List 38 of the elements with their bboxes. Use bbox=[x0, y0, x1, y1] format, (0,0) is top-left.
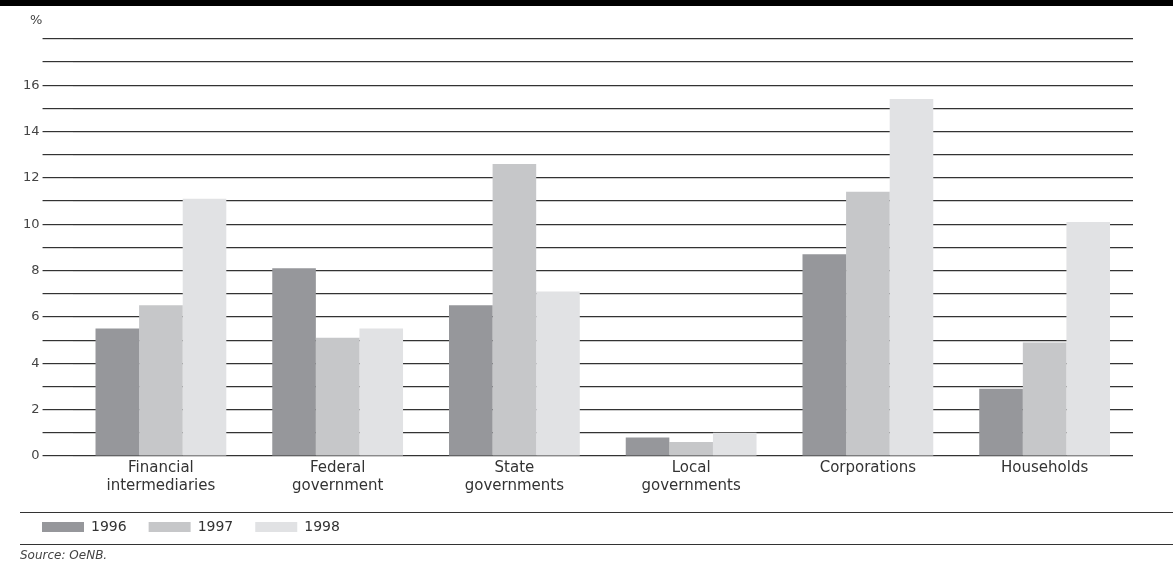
source-note: Source: OeNB. bbox=[20, 548, 108, 562]
y-tick-label: 14 bbox=[23, 122, 40, 138]
x-tick-label: Federal government bbox=[291, 457, 384, 494]
legend-label: 1998 bbox=[304, 517, 340, 534]
x-tick-label: Corporations bbox=[819, 457, 917, 476]
y-tick-label: 10 bbox=[23, 215, 40, 231]
y-tick-label: 4 bbox=[31, 354, 40, 370]
legend-label: 1997 bbox=[197, 517, 234, 534]
bar bbox=[449, 305, 493, 456]
bar bbox=[315, 337, 360, 456]
x-tick-label: State governments bbox=[464, 457, 565, 494]
bar bbox=[846, 191, 890, 456]
legend-label: 1996 bbox=[91, 517, 127, 534]
bar bbox=[139, 305, 183, 456]
bar bbox=[1022, 342, 1067, 456]
y-tick-label: 2 bbox=[31, 401, 40, 417]
y-tick-label: 6 bbox=[31, 308, 40, 324]
y-axis-title: % bbox=[30, 12, 43, 27]
bar bbox=[625, 437, 670, 456]
bar bbox=[802, 254, 847, 456]
bar bbox=[95, 328, 140, 456]
x-tick-label: Financial intermediaries bbox=[106, 457, 216, 494]
bar bbox=[272, 268, 316, 456]
bar bbox=[979, 388, 1023, 456]
bar bbox=[536, 291, 580, 456]
bar bbox=[1066, 221, 1111, 456]
bar bbox=[492, 163, 537, 456]
y-tick-label: 12 bbox=[23, 169, 40, 185]
bar bbox=[669, 442, 713, 456]
bar bbox=[359, 328, 404, 456]
bar bbox=[889, 99, 934, 456]
x-tick-label: Local governments bbox=[641, 457, 741, 494]
y-tick-label: 0 bbox=[31, 447, 40, 463]
y-tick-label: 8 bbox=[31, 261, 40, 277]
bar bbox=[182, 198, 227, 456]
bar bbox=[712, 432, 757, 456]
x-tick-label: Households bbox=[1001, 457, 1089, 476]
y-tick-label: 16 bbox=[23, 76, 40, 92]
